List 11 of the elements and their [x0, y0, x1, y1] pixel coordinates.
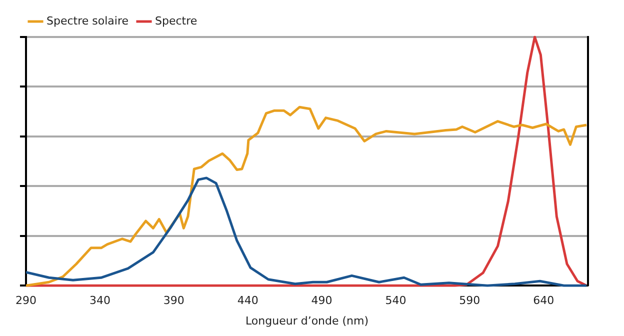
x-axis-title: Longueur d’onde (nm): [245, 314, 369, 328]
x-tick-label: 590: [459, 294, 480, 308]
x-tick-label: 340: [89, 294, 110, 308]
x-tick-label: 390: [163, 294, 184, 308]
x-tick-label: 290: [16, 294, 36, 308]
legend-label: Spectre: [155, 14, 198, 28]
x-tick-label: 440: [237, 294, 258, 308]
x-tick-label: 490: [311, 294, 332, 308]
x-tick-label: 540: [385, 294, 406, 308]
x-tick-label: 640: [533, 294, 554, 308]
legend-label: Spectre solaire: [46, 14, 129, 28]
